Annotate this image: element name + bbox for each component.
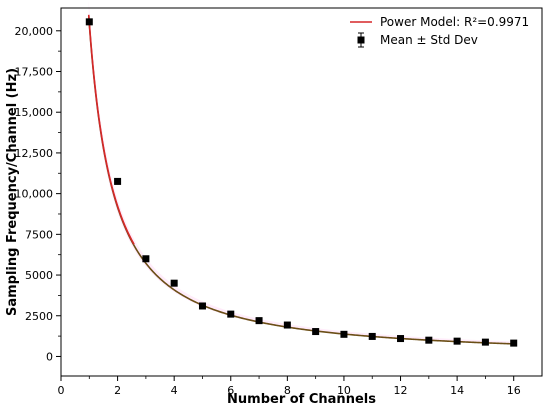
data-point-marker <box>227 310 235 318</box>
y-tick-label: 20,000 <box>15 25 54 38</box>
data-point-marker <box>114 177 122 185</box>
y-tick-label: 15,000 <box>15 106 54 119</box>
data-point-15 <box>481 338 489 346</box>
plot-area-frame <box>60 7 543 377</box>
data-point-marker <box>397 335 405 343</box>
data-point-4 <box>170 279 178 287</box>
data-point-marker <box>368 332 376 340</box>
x-tick-label: 6 <box>227 384 234 397</box>
data-point-marker <box>283 321 291 329</box>
x-tick-label: 8 <box>284 384 291 397</box>
legend-swatch-mean-std <box>357 32 365 48</box>
data-point-marker <box>481 338 489 346</box>
x-tick-label: 4 <box>171 384 178 397</box>
data-point-11 <box>368 332 376 340</box>
data-point-marker <box>312 328 320 336</box>
legend-marker <box>357 36 365 44</box>
data-point-marker <box>255 317 263 325</box>
x-tick-label: 14 <box>450 384 464 397</box>
y-axis-ticks: 0 2500 5000 7500 10,000 12,500 15,000 17,500 20,… <box>15 25 61 363</box>
x-tick-label: 12 <box>394 384 408 397</box>
data-point-marker <box>198 302 206 310</box>
legend-label-mean-std: Mean ± Std Dev <box>380 33 478 47</box>
y-tick-label: 17,500 <box>15 66 54 79</box>
legend-label-power-model: Power Model: R²=0.9971 <box>380 15 529 29</box>
x-tick-label: 10 <box>337 384 351 397</box>
y-tick-label: 5000 <box>25 269 53 282</box>
data-point-2 <box>114 177 122 185</box>
data-point-6 <box>227 310 235 318</box>
data-point-8 <box>283 321 291 329</box>
data-point-5 <box>198 302 206 310</box>
y-tick-label: 10,000 <box>15 188 54 201</box>
data-point-1 <box>85 18 93 26</box>
data-point-marker <box>340 330 348 338</box>
fit-line-shadow <box>87 15 515 345</box>
legend: Power Model: R²=0.9971 Mean ± Std Dev <box>350 15 529 48</box>
data-point-12 <box>397 335 405 343</box>
data-point-9 <box>312 328 320 336</box>
data-point-13 <box>425 336 433 344</box>
data-point-3 <box>142 255 150 263</box>
x-axis-ticks: 0 2 4 6 8 10 12 14 16 <box>58 376 521 397</box>
x-tick-label: 0 <box>58 384 65 397</box>
data-point-16 <box>510 339 518 347</box>
data-point-marker <box>453 337 461 345</box>
data-point-10 <box>340 330 348 338</box>
data-point-14 <box>453 337 461 345</box>
y-tick-label: 2500 <box>25 310 53 323</box>
data-point-7 <box>255 317 263 325</box>
data-point-marker <box>425 336 433 344</box>
y-tick-label: 7500 <box>25 228 53 241</box>
fit-line-power-model <box>87 14 135 245</box>
fit-lines <box>87 14 515 345</box>
data-points <box>85 18 518 347</box>
data-point-marker <box>142 255 150 263</box>
x-axis-label: Number of Channels <box>227 392 376 407</box>
y-axis-label: Sampling Frequency/Channel (Hz) <box>5 68 20 316</box>
x-tick-label: 2 <box>114 384 121 397</box>
data-point-marker <box>85 18 93 26</box>
data-point-marker <box>510 339 518 347</box>
x-tick-label: 16 <box>507 384 521 397</box>
y-tick-label: 12,500 <box>15 147 54 160</box>
y-tick-label: 0 <box>46 350 53 363</box>
data-point-marker <box>170 279 178 287</box>
